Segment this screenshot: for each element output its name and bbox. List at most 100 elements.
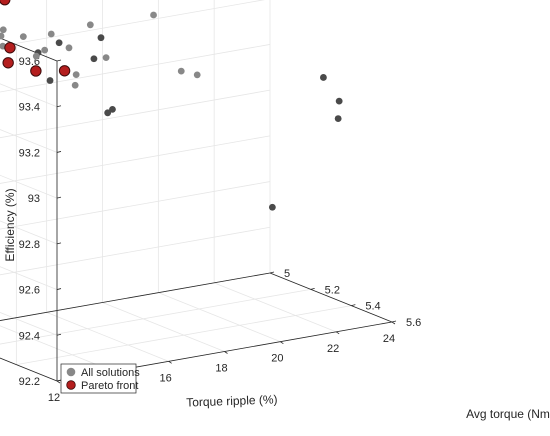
x-tick <box>224 351 228 354</box>
x-tick-label: 24 <box>383 333 395 345</box>
x-tick <box>280 341 284 344</box>
z-tick-label: 92.4 <box>19 330 40 342</box>
x-tick-label: 20 <box>271 353 283 365</box>
z-tick-label: 93 <box>28 193 40 205</box>
grid-line <box>0 226 271 276</box>
grid-line <box>0 0 266 47</box>
z-tick <box>56 196 62 199</box>
grid-line <box>0 220 58 245</box>
grid-line <box>0 83 58 108</box>
point-all-solutions <box>90 55 98 63</box>
grid-line <box>214 282 337 333</box>
box-edge <box>0 37 58 62</box>
point-pareto-front <box>2 57 14 69</box>
point-pareto-front <box>0 0 11 6</box>
point-all-solutions <box>47 30 55 38</box>
point-pareto-front <box>4 42 16 54</box>
z-tick <box>56 288 62 290</box>
grid-line <box>0 129 58 153</box>
legend-marker-pareto-front <box>66 380 76 390</box>
y-tick-label: 5.4 <box>365 301 380 313</box>
y-tick-label: 5 <box>284 268 290 280</box>
y-tick <box>351 304 356 307</box>
y-tick <box>391 320 397 323</box>
point-all-solutions <box>72 71 80 79</box>
z-tick-label: 92.2 <box>19 376 40 388</box>
point-all-solutions <box>46 77 54 84</box>
point-all-solutions <box>55 39 63 47</box>
x-tick <box>335 331 340 335</box>
y-tick-label: 5.2 <box>325 284 340 296</box>
point-all-solutions <box>65 44 73 52</box>
z-axis-label: Efficiency (%) <box>3 188 17 261</box>
box-edge <box>0 357 58 382</box>
z-tick <box>56 105 62 108</box>
grid-line <box>0 272 271 321</box>
legend: All solutions Pareto front <box>60 363 140 394</box>
y-axis-line <box>269 272 393 323</box>
z-tick <box>56 333 62 336</box>
grid-line <box>102 302 225 352</box>
point-all-solutions <box>104 109 112 117</box>
tick-labels: 1214161820222455.25.45.692.292.492.692.8… <box>19 56 422 404</box>
point-all-solutions <box>109 105 116 113</box>
x-tick <box>168 361 172 364</box>
point-all-solutions <box>19 33 27 41</box>
grid-lines <box>0 0 393 382</box>
z-tick-label: 93.4 <box>19 102 40 114</box>
x-tick <box>391 321 396 325</box>
point-all-solutions <box>268 203 276 211</box>
grid-line <box>0 311 58 336</box>
point-all-solutions <box>71 81 79 89</box>
grid-line <box>0 174 58 199</box>
grid-line <box>46 311 169 362</box>
z-tick <box>56 59 62 62</box>
grid-line <box>0 272 271 321</box>
z-tick <box>56 151 62 153</box>
x-tick <box>56 380 61 384</box>
data-points <box>0 0 343 211</box>
point-all-solutions <box>177 67 185 75</box>
legend-entry-pareto-front: Pareto front <box>81 380 138 392</box>
x-tick-label: 16 <box>160 372 172 384</box>
grid-line <box>16 305 352 366</box>
box-edge <box>0 272 271 321</box>
point-all-solutions <box>334 115 342 122</box>
z-tick <box>56 242 62 245</box>
z-tick-label: 92.6 <box>19 285 40 297</box>
legend-marker-all-solutions <box>66 367 76 377</box>
point-all-solutions <box>193 71 201 79</box>
point-all-solutions <box>102 54 110 62</box>
point-all-solutions <box>0 26 7 34</box>
z-tick-label: 92.8 <box>19 239 40 251</box>
point-all-solutions <box>335 97 343 105</box>
grid-line <box>0 89 271 139</box>
x-tick-label: 22 <box>327 343 339 355</box>
point-all-solutions <box>97 34 105 42</box>
x-axis-label: Torque ripple (%) <box>186 392 278 409</box>
point-all-solutions <box>0 32 5 40</box>
legend-entry-all-solutions: All solutions <box>81 367 140 379</box>
y-tick <box>310 287 315 290</box>
y-axis-label: Avg torque (Nm) <box>466 407 550 421</box>
point-all-solutions <box>41 46 49 54</box>
z-tick <box>56 379 62 382</box>
grid-line <box>0 44 271 93</box>
y-tick <box>269 271 275 274</box>
grid-line <box>0 37 58 62</box>
grid-line <box>0 288 311 345</box>
grid-line <box>0 181 271 230</box>
point-pareto-front <box>30 65 42 77</box>
point-all-solutions <box>32 52 40 60</box>
y-tick-label: 5.6 <box>406 317 421 329</box>
point-all-solutions <box>320 74 327 81</box>
x-tick-label: 18 <box>215 363 227 375</box>
x-tick-label: 12 <box>48 392 60 404</box>
point-all-solutions <box>150 11 157 19</box>
point-pareto-front <box>58 65 71 77</box>
grid-line <box>0 135 271 184</box>
point-all-solutions <box>86 21 94 29</box>
grid-line <box>158 292 281 343</box>
grid-line <box>0 266 58 290</box>
